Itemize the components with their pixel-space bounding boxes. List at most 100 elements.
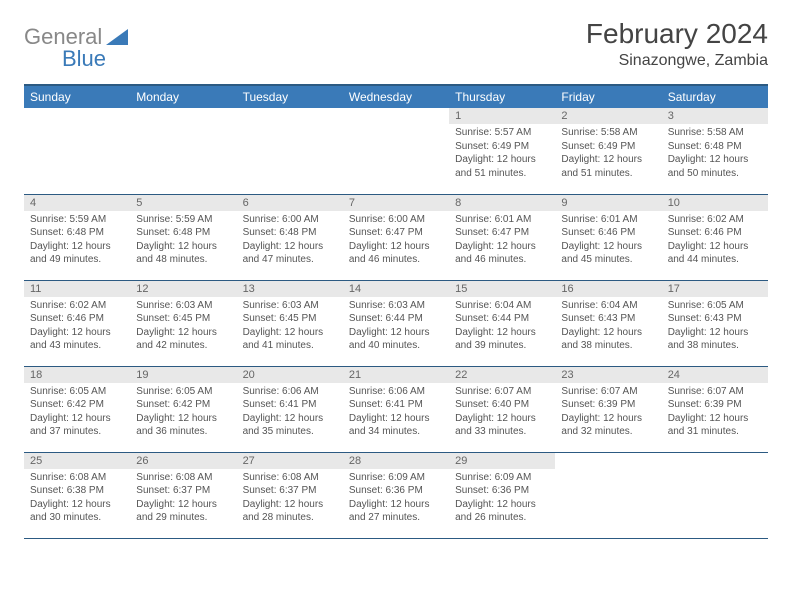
day-cell: 24Sunrise: 6:07 AMSunset: 6:39 PMDayligh… — [662, 366, 768, 452]
day-cell: 6Sunrise: 6:00 AMSunset: 6:48 PMDaylight… — [237, 194, 343, 280]
day-cell: 27Sunrise: 6:08 AMSunset: 6:37 PMDayligh… — [237, 452, 343, 538]
calendar-head: SundayMondayTuesdayWednesdayThursdayFrid… — [24, 85, 768, 108]
location: Sinazongwe, Zambia — [586, 52, 768, 70]
day-number: 4 — [24, 195, 130, 211]
day-cell: 1Sunrise: 5:57 AMSunset: 6:49 PMDaylight… — [449, 108, 555, 194]
day-details: Sunrise: 5:57 AMSunset: 6:49 PMDaylight:… — [449, 124, 555, 184]
day-number: 20 — [237, 367, 343, 383]
weekday-header: Monday — [130, 85, 236, 108]
day-cell — [555, 452, 661, 538]
day-details: Sunrise: 6:09 AMSunset: 6:36 PMDaylight:… — [449, 469, 555, 529]
day-cell — [343, 108, 449, 194]
weekday-header: Wednesday — [343, 85, 449, 108]
day-details: Sunrise: 6:07 AMSunset: 6:40 PMDaylight:… — [449, 383, 555, 443]
day-cell: 29Sunrise: 6:09 AMSunset: 6:36 PMDayligh… — [449, 452, 555, 538]
day-cell: 12Sunrise: 6:03 AMSunset: 6:45 PMDayligh… — [130, 280, 236, 366]
day-cell: 13Sunrise: 6:03 AMSunset: 6:45 PMDayligh… — [237, 280, 343, 366]
day-number: 13 — [237, 281, 343, 297]
day-details: Sunrise: 6:00 AMSunset: 6:47 PMDaylight:… — [343, 211, 449, 271]
day-cell — [662, 452, 768, 538]
day-number: 7 — [343, 195, 449, 211]
day-details: Sunrise: 6:01 AMSunset: 6:46 PMDaylight:… — [555, 211, 661, 271]
day-details: Sunrise: 6:09 AMSunset: 6:36 PMDaylight:… — [343, 469, 449, 529]
day-details: Sunrise: 6:05 AMSunset: 6:43 PMDaylight:… — [662, 297, 768, 357]
day-details: Sunrise: 5:58 AMSunset: 6:48 PMDaylight:… — [662, 124, 768, 184]
day-number: 2 — [555, 108, 661, 124]
day-details: Sunrise: 6:04 AMSunset: 6:43 PMDaylight:… — [555, 297, 661, 357]
day-cell: 17Sunrise: 6:05 AMSunset: 6:43 PMDayligh… — [662, 280, 768, 366]
weekday-header: Tuesday — [237, 85, 343, 108]
day-details: Sunrise: 6:08 AMSunset: 6:38 PMDaylight:… — [24, 469, 130, 529]
logo-text-2: Blue — [62, 46, 106, 71]
day-cell: 4Sunrise: 5:59 AMSunset: 6:48 PMDaylight… — [24, 194, 130, 280]
day-cell: 28Sunrise: 6:09 AMSunset: 6:36 PMDayligh… — [343, 452, 449, 538]
header: General February 2024 Sinazongwe, Zambia — [24, 18, 768, 70]
weekday-header: Saturday — [662, 85, 768, 108]
day-details: Sunrise: 6:06 AMSunset: 6:41 PMDaylight:… — [237, 383, 343, 443]
day-details: Sunrise: 5:59 AMSunset: 6:48 PMDaylight:… — [24, 211, 130, 271]
day-cell: 15Sunrise: 6:04 AMSunset: 6:44 PMDayligh… — [449, 280, 555, 366]
day-number: 15 — [449, 281, 555, 297]
day-details: Sunrise: 6:02 AMSunset: 6:46 PMDaylight:… — [24, 297, 130, 357]
day-number: 21 — [343, 367, 449, 383]
day-cell: 2Sunrise: 5:58 AMSunset: 6:49 PMDaylight… — [555, 108, 661, 194]
weekday-header: Friday — [555, 85, 661, 108]
day-number: 10 — [662, 195, 768, 211]
day-cell: 16Sunrise: 6:04 AMSunset: 6:43 PMDayligh… — [555, 280, 661, 366]
day-number: 6 — [237, 195, 343, 211]
month-title: February 2024 — [586, 18, 768, 50]
day-details: Sunrise: 6:01 AMSunset: 6:47 PMDaylight:… — [449, 211, 555, 271]
weekday-header: Thursday — [449, 85, 555, 108]
week-row: 4Sunrise: 5:59 AMSunset: 6:48 PMDaylight… — [24, 194, 768, 280]
logo-sub: Blue — [24, 46, 106, 72]
day-details: Sunrise: 6:07 AMSunset: 6:39 PMDaylight:… — [555, 383, 661, 443]
day-cell — [24, 108, 130, 194]
day-number: 11 — [24, 281, 130, 297]
day-cell — [237, 108, 343, 194]
day-cell: 23Sunrise: 6:07 AMSunset: 6:39 PMDayligh… — [555, 366, 661, 452]
week-row: 11Sunrise: 6:02 AMSunset: 6:46 PMDayligh… — [24, 280, 768, 366]
day-cell: 20Sunrise: 6:06 AMSunset: 6:41 PMDayligh… — [237, 366, 343, 452]
day-details: Sunrise: 6:06 AMSunset: 6:41 PMDaylight:… — [343, 383, 449, 443]
calendar-body: 1Sunrise: 5:57 AMSunset: 6:49 PMDaylight… — [24, 108, 768, 538]
day-cell: 9Sunrise: 6:01 AMSunset: 6:46 PMDaylight… — [555, 194, 661, 280]
day-number: 3 — [662, 108, 768, 124]
day-cell: 7Sunrise: 6:00 AMSunset: 6:47 PMDaylight… — [343, 194, 449, 280]
day-number: 29 — [449, 453, 555, 469]
week-row: 1Sunrise: 5:57 AMSunset: 6:49 PMDaylight… — [24, 108, 768, 194]
day-details: Sunrise: 6:03 AMSunset: 6:45 PMDaylight:… — [130, 297, 236, 357]
day-details: Sunrise: 6:03 AMSunset: 6:44 PMDaylight:… — [343, 297, 449, 357]
week-row: 18Sunrise: 6:05 AMSunset: 6:42 PMDayligh… — [24, 366, 768, 452]
day-details: Sunrise: 6:07 AMSunset: 6:39 PMDaylight:… — [662, 383, 768, 443]
day-cell: 5Sunrise: 5:59 AMSunset: 6:48 PMDaylight… — [130, 194, 236, 280]
day-number: 22 — [449, 367, 555, 383]
day-cell — [130, 108, 236, 194]
day-details: Sunrise: 6:08 AMSunset: 6:37 PMDaylight:… — [130, 469, 236, 529]
day-details: Sunrise: 6:08 AMSunset: 6:37 PMDaylight:… — [237, 469, 343, 529]
calendar-table: SundayMondayTuesdayWednesdayThursdayFrid… — [24, 84, 768, 539]
day-number: 26 — [130, 453, 236, 469]
day-cell: 18Sunrise: 6:05 AMSunset: 6:42 PMDayligh… — [24, 366, 130, 452]
logo-triangle-icon — [106, 29, 128, 45]
day-number: 23 — [555, 367, 661, 383]
day-number: 5 — [130, 195, 236, 211]
day-details: Sunrise: 5:59 AMSunset: 6:48 PMDaylight:… — [130, 211, 236, 271]
day-cell: 10Sunrise: 6:02 AMSunset: 6:46 PMDayligh… — [662, 194, 768, 280]
day-number: 8 — [449, 195, 555, 211]
title-block: February 2024 Sinazongwe, Zambia — [586, 18, 768, 70]
day-number: 24 — [662, 367, 768, 383]
day-details: Sunrise: 6:00 AMSunset: 6:48 PMDaylight:… — [237, 211, 343, 271]
week-row: 25Sunrise: 6:08 AMSunset: 6:38 PMDayligh… — [24, 452, 768, 538]
day-details: Sunrise: 6:04 AMSunset: 6:44 PMDaylight:… — [449, 297, 555, 357]
day-number: 12 — [130, 281, 236, 297]
day-cell: 14Sunrise: 6:03 AMSunset: 6:44 PMDayligh… — [343, 280, 449, 366]
day-details: Sunrise: 6:05 AMSunset: 6:42 PMDaylight:… — [24, 383, 130, 443]
day-cell: 8Sunrise: 6:01 AMSunset: 6:47 PMDaylight… — [449, 194, 555, 280]
day-details: Sunrise: 5:58 AMSunset: 6:49 PMDaylight:… — [555, 124, 661, 184]
day-cell: 11Sunrise: 6:02 AMSunset: 6:46 PMDayligh… — [24, 280, 130, 366]
day-details: Sunrise: 6:02 AMSunset: 6:46 PMDaylight:… — [662, 211, 768, 271]
day-details: Sunrise: 6:03 AMSunset: 6:45 PMDaylight:… — [237, 297, 343, 357]
day-cell: 3Sunrise: 5:58 AMSunset: 6:48 PMDaylight… — [662, 108, 768, 194]
day-number: 17 — [662, 281, 768, 297]
day-number: 25 — [24, 453, 130, 469]
